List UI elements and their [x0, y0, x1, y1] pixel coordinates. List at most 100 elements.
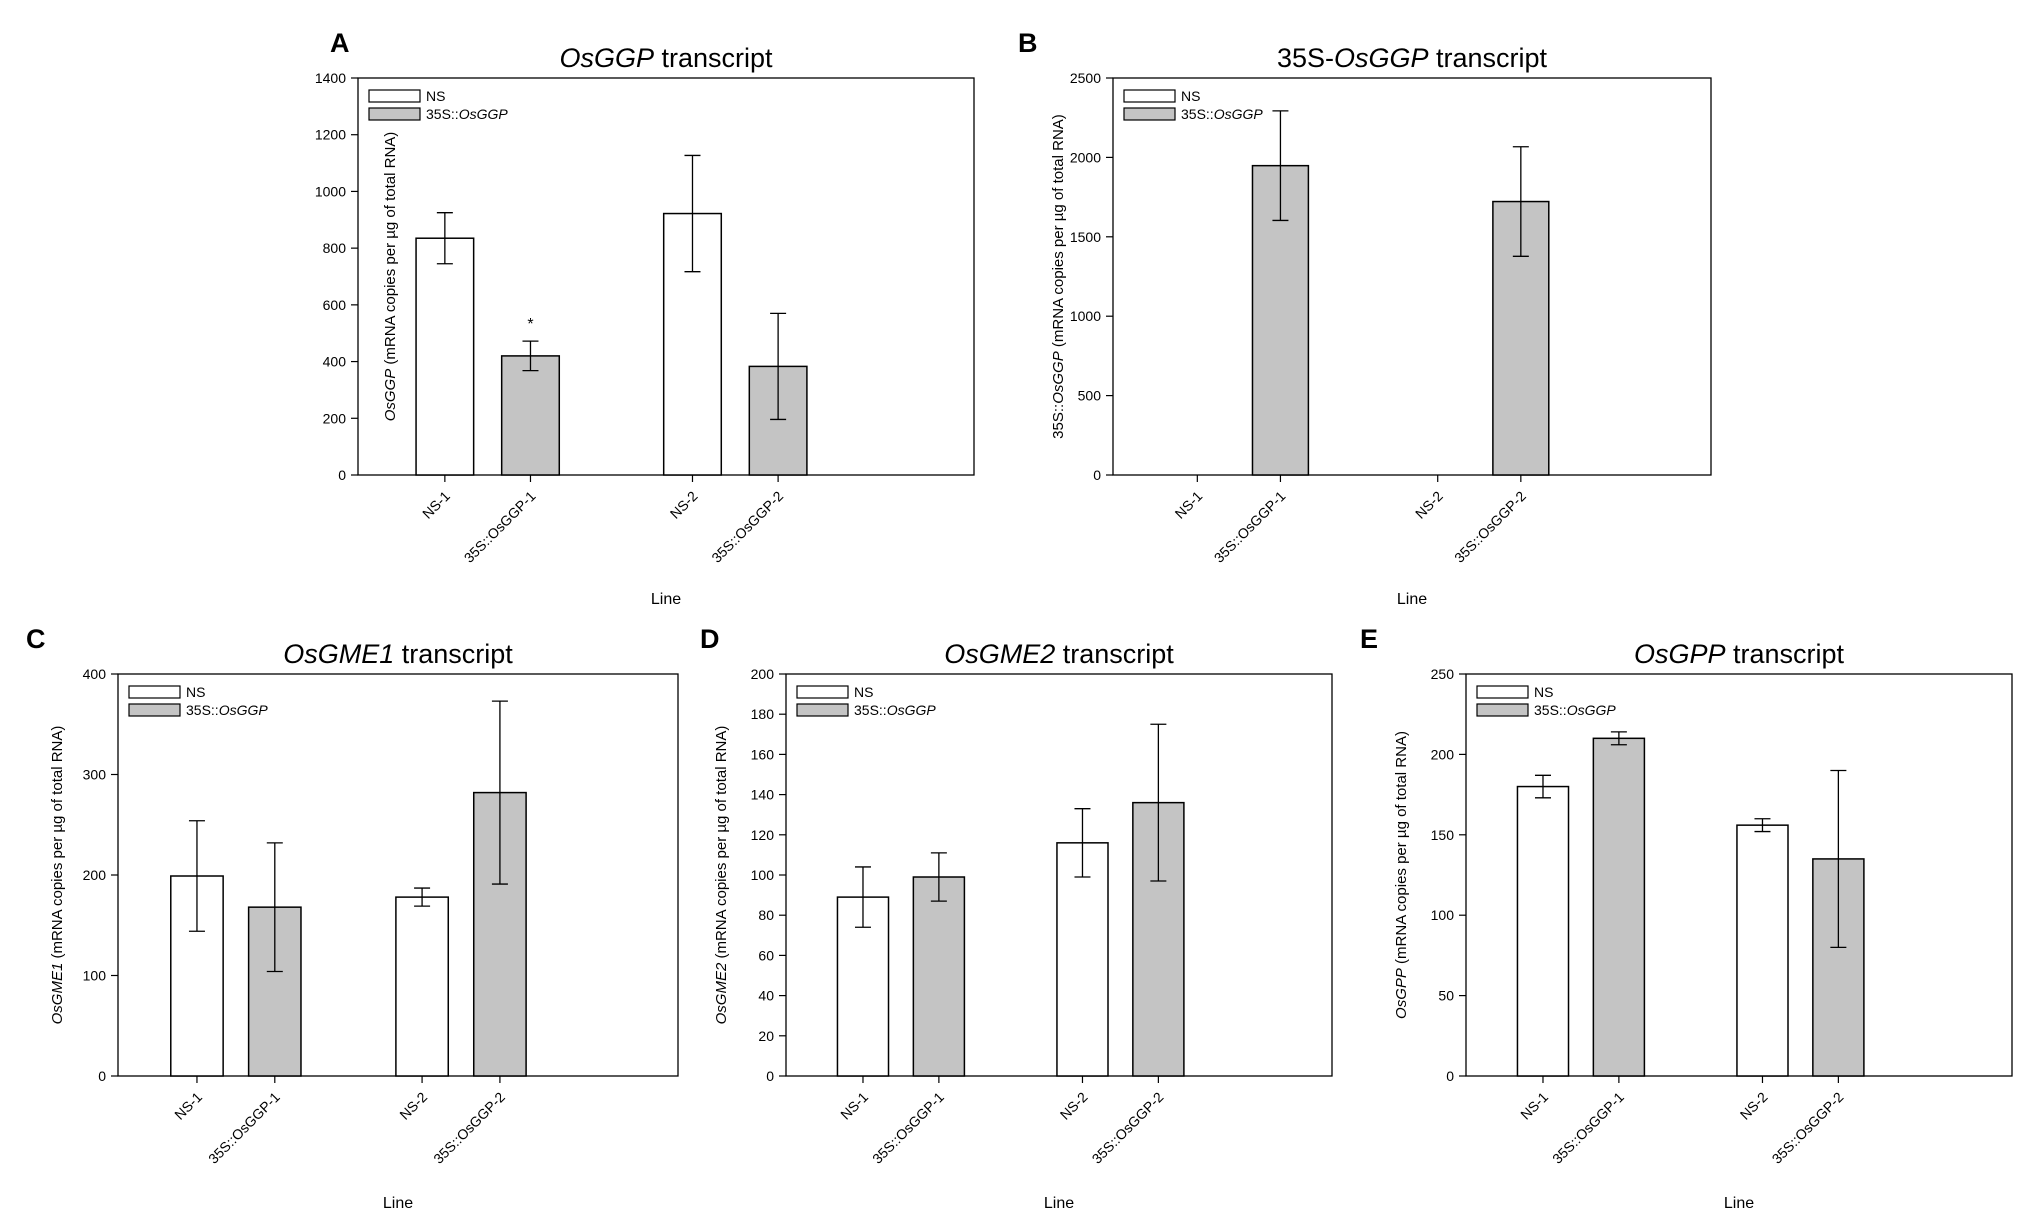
y-tick-label: 0 [1093, 467, 1101, 483]
text-part: 35S:: [186, 702, 219, 718]
panel-a: A OsGGP transcript 0 200 400 600 800 1000 1200 14… [315, 28, 975, 608]
chart-title: 35S-OsGGP transcript [1277, 43, 1548, 73]
y-tick-label: 500 [1078, 388, 1102, 404]
x-category-label: NS-1 [1172, 488, 1206, 522]
y-tick-label: 120 [751, 827, 775, 843]
y-tick-label: 400 [83, 666, 107, 682]
text-part: NS [1181, 88, 1200, 104]
panel-letter: B [1018, 28, 1038, 58]
chart-title: OsGPP transcript [1634, 639, 1845, 669]
x-category-label: 35S::OsGGP-2 [430, 1089, 508, 1167]
x-category-label: NS-2 [667, 488, 701, 522]
legend-label: 35S::OsGGP [426, 106, 508, 122]
bar-35s-osggp-1 [500, 355, 561, 476]
panel-d: D OsGME2 transcript 0 20 40 60 80 100 120 140 160 1… [700, 624, 1333, 1212]
panel-c: C OsGME1 transcript 0 100 200 300 400 OsGME1 (m… [26, 624, 679, 1212]
y-tick-label: 100 [751, 867, 775, 883]
text-part: OsGGP [1334, 43, 1429, 73]
x-category-label: NS-1 [837, 1089, 871, 1123]
y-tick-label: 150 [1431, 827, 1455, 843]
text-part: 35S:: [426, 106, 459, 122]
legend-swatch [1476, 703, 1529, 717]
y-tick-label: 2500 [1070, 70, 1101, 86]
text-part: OsGGP [219, 702, 269, 718]
legend-label: 35S::OsGGP [1181, 106, 1263, 122]
x-category-label: 35S::OsGGP-2 [1769, 1089, 1847, 1167]
x-category-label: NS-1 [1517, 1089, 1551, 1123]
x-category-label: NS-2 [1412, 488, 1446, 522]
legend-label: NS [426, 88, 445, 104]
x-category-label: NS-1 [419, 488, 453, 522]
y-tick-label: 100 [83, 968, 107, 984]
panel-e: E OsGPP transcript 0 50 100 150 200 250 OsGPP (m… [1360, 624, 2013, 1212]
y-tick-label: 1200 [315, 127, 346, 143]
bar-ns-1 [1516, 785, 1570, 1077]
text-part: transcript [394, 639, 513, 669]
chart-title: OsGME1 transcript [283, 639, 513, 669]
y-tick-label: 200 [83, 867, 107, 883]
panel-b: B 35S-OsGGP transcript0500100015002000250… [1018, 28, 1712, 608]
y-tick-label: 50 [1438, 988, 1454, 1004]
y-tick-label: 1000 [315, 183, 346, 199]
text-part: NS [186, 684, 205, 700]
y-axis-label: OsGME1 (mRNA copies per µg of total RNA) [49, 726, 66, 1025]
panel-letter: C [26, 624, 46, 654]
x-category-label: NS-1 [171, 1089, 205, 1123]
text-part: OsGGP [1050, 351, 1067, 404]
y-tick-label: 400 [323, 354, 347, 370]
y-tick-label: 200 [323, 410, 347, 426]
x-category-label: NS-2 [396, 1089, 430, 1123]
significance-mark: * [527, 316, 533, 333]
text-part: 35S:: [1181, 106, 1214, 122]
y-tick-label: 80 [758, 907, 774, 923]
bar-ns-2 [1056, 842, 1109, 1077]
text-part: OsGPP [1393, 968, 1410, 1019]
legend-swatch [368, 89, 421, 103]
x-category-label: 35S::OsGGP-1 [869, 1089, 947, 1167]
legend-swatch [128, 685, 181, 699]
y-tick-label: 0 [766, 1068, 774, 1084]
y-tick-label: 1500 [1070, 229, 1101, 245]
x-axis-label: Line [383, 1195, 413, 1212]
text-part: transcript [1725, 639, 1844, 669]
text-part: OsGME1 [283, 639, 394, 669]
text-part: NS [1534, 684, 1553, 700]
x-category-label: 35S::OsGGP-2 [1089, 1089, 1167, 1167]
text-part: (mRNA copies per µg of total RNA) [1050, 114, 1067, 351]
legend-label: NS [1181, 88, 1200, 104]
y-tick-label: 0 [338, 467, 346, 483]
text-part: (mRNA copies per µg of total RNA) [1393, 731, 1410, 968]
legend-label: NS [186, 684, 205, 700]
legend-swatch [796, 685, 849, 699]
y-tick-label: 180 [751, 706, 775, 722]
chart-title: OsGME2 transcript [944, 639, 1174, 669]
panel-letter: D [700, 624, 720, 654]
chart-title: OsGGP transcript [559, 43, 773, 73]
legend-label: NS [854, 684, 873, 700]
y-axis-label: OsGPP (mRNA copies per µg of total RNA) [1393, 731, 1410, 1019]
text-part: OsGME2 [944, 639, 1055, 669]
x-axis-label: Line [651, 591, 681, 608]
y-tick-label: 1400 [315, 70, 346, 86]
panel-letter: A [330, 28, 350, 58]
y-tick-label: 2000 [1070, 149, 1101, 165]
text-part: (mRNA copies per µg of total RNA) [713, 726, 730, 963]
panel-letter: E [1360, 624, 1378, 654]
bar-ns-1 [415, 237, 475, 476]
y-tick-label: 0 [1446, 1068, 1454, 1084]
x-category-label: 35S::OsGGP-1 [461, 488, 539, 566]
y-tick-label: 600 [323, 297, 347, 313]
text-part: OsGGP [559, 43, 654, 73]
text-part: OsGGP [1567, 702, 1617, 718]
text-part: NS [426, 88, 445, 104]
legend-label: NS [1534, 684, 1553, 700]
legend-swatch [796, 703, 849, 717]
y-axis-label: 35S::OsGGP (mRNA copies per µg of total … [1050, 114, 1067, 439]
x-category-label: 35S::OsGGP-2 [1451, 488, 1529, 566]
legend-swatch [1476, 685, 1529, 699]
plot-frame [1112, 77, 1712, 476]
